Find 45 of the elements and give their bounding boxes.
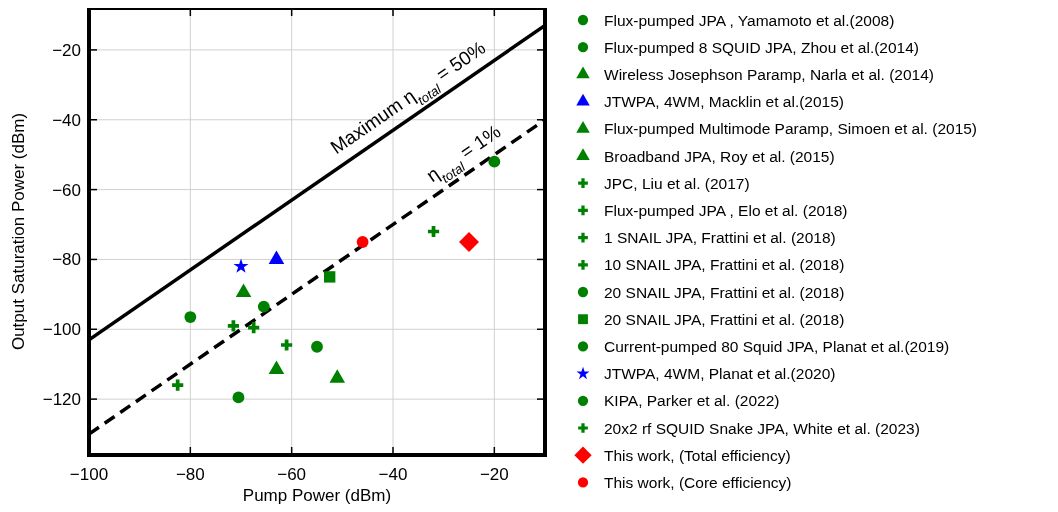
y-tick-label: −120 (42, 390, 81, 410)
legend-label: JTWPA, 4WM, Planat et al.(2020) (604, 365, 836, 383)
point (233, 258, 249, 273)
legend-label: JPC, Liu et al. (2017) (604, 174, 750, 192)
point (280, 339, 293, 351)
point (248, 321, 260, 334)
point (184, 311, 197, 323)
x-tick-label: −20 (479, 465, 509, 484)
legend-label: JTWPA, 4WM, Macklin et al.(2015) (604, 93, 845, 111)
y-tick-label: −80 (52, 250, 81, 270)
legend-label: 20 SNAIL JPA, Frattini et al. (2018) (604, 283, 845, 301)
point (172, 379, 184, 391)
legend-label: Broadband JPA, Roy et al. (2015) (604, 147, 835, 165)
point (235, 283, 252, 298)
y-tick-label: −60 (52, 180, 81, 200)
x-tick-label: −100 (69, 465, 109, 484)
y-tick-label: −40 (52, 110, 81, 130)
x-tick-label: −40 (378, 465, 408, 484)
point (356, 236, 369, 248)
y-tick-label: −20 (52, 40, 81, 60)
legend-label: Flux-pumped JPA , Yamamoto et al.(2008) (604, 11, 895, 29)
legend-label: 10 SNAIL JPA, Frattini et al. (2018) (604, 256, 845, 274)
legend-label: Wireless Josephson Paramp, Narla et al. (2014) (604, 65, 934, 83)
legend-label: 1 SNAIL JPA, Frattini et al. (2018) (604, 229, 836, 247)
legend-label: 20 SNAIL JPA, Frattini et al. (2018) (604, 310, 845, 328)
legend-label: This work, (Total efficiency) (604, 446, 791, 464)
legend-label: Flux-pumped JPA , Elo et al. (2018) (604, 201, 848, 219)
y-axis-title: Output Saturation Power (dBm) (9, 112, 28, 351)
point (257, 300, 270, 313)
legend-label: This work, (Core efficiency) (604, 473, 792, 491)
legend-label: Current-pumped 80 Squid JPA, Planat et al.(2019) (604, 337, 950, 355)
x-tick-label: −80 (175, 465, 205, 484)
point (488, 155, 501, 168)
point (311, 340, 323, 353)
point (232, 391, 245, 404)
point (459, 231, 479, 252)
y-tick-label: −100 (42, 320, 81, 340)
legend-label: Flux-pumped 8 SQUID JPA, Zhou et al.(2014) (604, 38, 920, 56)
point (227, 320, 240, 332)
legend-label: KIPA, Parker et al. (2022) (604, 392, 780, 410)
legend-label: Flux-pumped Multimode Paramp, Simoen et al. (2015) (604, 120, 978, 138)
x-tick-label: −60 (277, 465, 307, 484)
x-axis-title: Pump Power (dBm) (242, 486, 392, 505)
point (323, 271, 336, 283)
legend-label: 20x2 rf SQUID Snake JPA, White et al. (2023) (604, 419, 920, 437)
